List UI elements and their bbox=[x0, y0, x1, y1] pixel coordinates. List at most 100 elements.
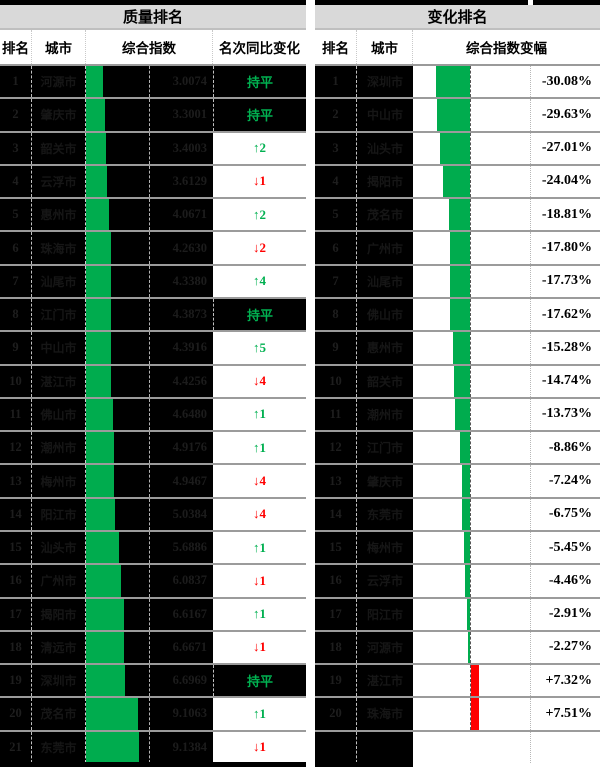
rank-cell[interactable]: 5 bbox=[315, 199, 357, 231]
rank-cell[interactable]: 14 bbox=[0, 498, 32, 530]
index-cell[interactable]: 4.4256 bbox=[86, 365, 213, 397]
city-cell[interactable]: 深圳市 bbox=[32, 665, 86, 697]
rank-cell[interactable]: 11 bbox=[315, 398, 357, 431]
index-cell[interactable]: 9.1063 bbox=[86, 698, 213, 730]
rank-change-cell[interactable]: ↓1 bbox=[213, 731, 306, 763]
rank-change-cell[interactable]: ↓1 bbox=[213, 565, 306, 597]
city-cell[interactable]: 中山市 bbox=[357, 99, 413, 131]
rank-cell[interactable]: 21 bbox=[0, 731, 32, 763]
rank-cell[interactable]: 17 bbox=[315, 598, 357, 630]
index-cell[interactable]: 9.1384 bbox=[86, 731, 213, 763]
rank-change-cell[interactable]: 持平 bbox=[213, 99, 306, 131]
city-cell[interactable]: 江门市 bbox=[32, 298, 86, 331]
rank-cell[interactable]: 7 bbox=[315, 265, 357, 297]
rank-cell[interactable]: 10 bbox=[315, 365, 357, 397]
city-cell[interactable]: 佛山市 bbox=[357, 298, 413, 331]
city-cell[interactable]: 云浮市 bbox=[32, 165, 86, 198]
rank-cell[interactable]: 18 bbox=[315, 631, 357, 664]
pct-change-cell[interactable]: -17.62% bbox=[413, 298, 600, 331]
rank-cell[interactable]: 2 bbox=[315, 99, 357, 131]
rank-cell[interactable]: 4 bbox=[315, 165, 357, 198]
city-cell[interactable]: 阳江市 bbox=[32, 498, 86, 530]
city-cell[interactable]: 湛江市 bbox=[357, 665, 413, 697]
left-header-rank[interactable]: 排名 bbox=[0, 30, 32, 64]
rank-cell[interactable]: 11 bbox=[0, 398, 32, 431]
rank-cell[interactable]: 14 bbox=[315, 498, 357, 530]
rank-cell[interactable]: 16 bbox=[315, 565, 357, 597]
rank-cell[interactable]: 13 bbox=[0, 465, 32, 497]
rank-change-cell[interactable]: ↓1 bbox=[213, 165, 306, 198]
index-cell[interactable]: 4.9176 bbox=[86, 432, 213, 464]
city-cell[interactable]: 珠海市 bbox=[357, 698, 413, 730]
city-cell[interactable]: 东莞市 bbox=[32, 731, 86, 763]
rank-change-cell[interactable]: ↑1 bbox=[213, 531, 306, 564]
city-cell[interactable]: 肇庆市 bbox=[32, 99, 86, 131]
rank-cell[interactable]: 6 bbox=[315, 232, 357, 264]
pct-change-cell[interactable]: -18.81% bbox=[413, 199, 600, 231]
pct-change-cell[interactable]: +7.51% bbox=[413, 698, 600, 730]
index-cell[interactable]: 5.0384 bbox=[86, 498, 213, 530]
rank-cell[interactable]: 9 bbox=[0, 332, 32, 364]
rank-cell[interactable]: 18 bbox=[0, 631, 32, 664]
rank-cell[interactable]: 3 bbox=[0, 132, 32, 164]
index-cell[interactable]: 4.3873 bbox=[86, 298, 213, 331]
city-cell[interactable]: 梅州市 bbox=[357, 531, 413, 564]
city-cell[interactable]: 汕头市 bbox=[32, 531, 86, 564]
pct-change-cell[interactable]: -2.91% bbox=[413, 598, 600, 630]
city-cell[interactable]: 揭阳市 bbox=[32, 598, 86, 630]
city-cell[interactable]: 韶关市 bbox=[32, 132, 86, 164]
rank-cell[interactable]: 2 bbox=[0, 99, 32, 131]
rank-cell[interactable] bbox=[315, 731, 357, 763]
pct-change-cell[interactable]: -8.86% bbox=[413, 432, 600, 464]
pct-change-cell[interactable]: -15.28% bbox=[413, 332, 600, 364]
city-cell[interactable]: 江门市 bbox=[357, 432, 413, 464]
pct-change-cell[interactable]: -6.75% bbox=[413, 498, 600, 530]
pct-change-cell[interactable] bbox=[413, 731, 600, 763]
pct-change-cell[interactable]: -13.73% bbox=[413, 398, 600, 431]
left-header-change[interactable]: 名次同比变化 bbox=[219, 41, 300, 56]
index-cell[interactable]: 4.0671 bbox=[86, 199, 213, 231]
rank-change-cell[interactable]: ↑2 bbox=[213, 199, 306, 231]
index-cell[interactable]: 4.9467 bbox=[86, 465, 213, 497]
rank-cell[interactable]: 20 bbox=[0, 698, 32, 730]
rank-cell[interactable]: 12 bbox=[0, 432, 32, 464]
city-cell[interactable]: 河源市 bbox=[32, 66, 86, 98]
city-cell[interactable]: 揭阳市 bbox=[357, 165, 413, 198]
rank-cell[interactable]: 7 bbox=[0, 265, 32, 297]
city-cell[interactable]: 湛江市 bbox=[32, 365, 86, 397]
city-cell[interactable]: 惠州市 bbox=[32, 199, 86, 231]
city-cell[interactable]: 广州市 bbox=[32, 565, 86, 597]
pct-change-cell[interactable]: -24.04% bbox=[413, 165, 600, 198]
index-cell[interactable]: 3.4003 bbox=[86, 132, 213, 164]
city-cell[interactable] bbox=[357, 731, 413, 763]
rank-change-cell[interactable]: 持平 bbox=[213, 66, 306, 98]
pct-change-cell[interactable]: -29.63% bbox=[413, 99, 600, 131]
rank-cell[interactable]: 20 bbox=[315, 698, 357, 730]
city-cell[interactable]: 云浮市 bbox=[357, 565, 413, 597]
rank-change-cell[interactable]: ↑1 bbox=[213, 598, 306, 630]
rank-cell[interactable]: 5 bbox=[0, 199, 32, 231]
rank-change-cell[interactable]: ↑4 bbox=[213, 265, 306, 297]
rank-cell[interactable]: 19 bbox=[315, 665, 357, 697]
rank-cell[interactable]: 13 bbox=[315, 465, 357, 497]
city-cell[interactable]: 中山市 bbox=[32, 332, 86, 364]
rank-change-cell[interactable]: 持平 bbox=[213, 665, 306, 697]
rank-change-cell[interactable]: ↓4 bbox=[213, 498, 306, 530]
left-header-index[interactable]: 综合指数 bbox=[86, 30, 213, 64]
right-header-city[interactable]: 城市 bbox=[357, 30, 413, 64]
index-cell[interactable]: 6.0837 bbox=[86, 565, 213, 597]
rank-cell[interactable]: 4 bbox=[0, 165, 32, 198]
rank-change-cell[interactable]: ↑5 bbox=[213, 332, 306, 364]
pct-change-cell[interactable]: -4.46% bbox=[413, 565, 600, 597]
index-cell[interactable]: 6.6969 bbox=[86, 665, 213, 697]
city-cell[interactable]: 佛山市 bbox=[32, 398, 86, 431]
city-cell[interactable]: 茂名市 bbox=[357, 199, 413, 231]
city-cell[interactable]: 东莞市 bbox=[357, 498, 413, 530]
rank-cell[interactable]: 9 bbox=[315, 332, 357, 364]
pct-change-cell[interactable]: -17.73% bbox=[413, 265, 600, 297]
city-cell[interactable]: 汕尾市 bbox=[32, 265, 86, 297]
pct-change-cell[interactable]: -30.08% bbox=[413, 66, 600, 98]
city-cell[interactable]: 清远市 bbox=[32, 631, 86, 664]
city-cell[interactable]: 韶关市 bbox=[357, 365, 413, 397]
index-cell[interactable]: 6.6167 bbox=[86, 598, 213, 630]
